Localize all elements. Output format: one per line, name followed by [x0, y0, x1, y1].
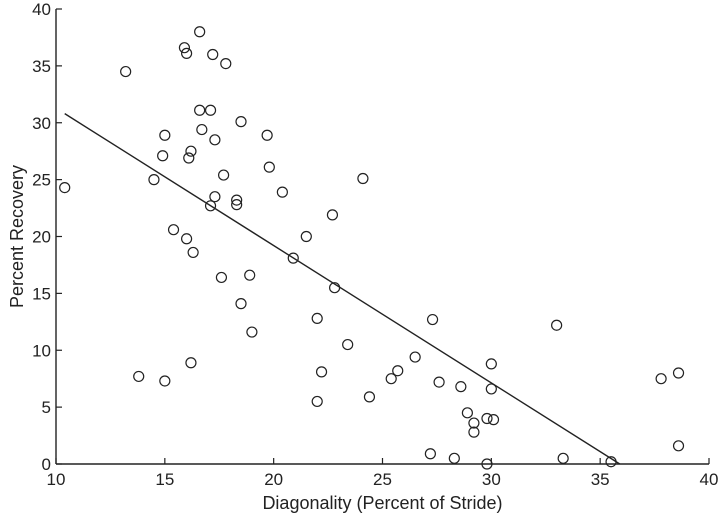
trendline [64, 113, 621, 465]
data-point [315, 366, 328, 378]
y-tick-label: 40 [32, 0, 51, 19]
data-point [551, 319, 563, 331]
data-point [433, 376, 445, 388]
data-point [235, 116, 247, 128]
data-point [148, 174, 160, 186]
data-point [287, 252, 299, 264]
data-point [185, 145, 197, 157]
data-point [263, 161, 275, 173]
data-point [461, 407, 473, 419]
data-point [487, 414, 500, 426]
data-point [220, 57, 232, 70]
data-point [455, 381, 467, 393]
y-axis-title: Percent Recovery [7, 165, 27, 308]
data-point [215, 271, 228, 284]
data-point [485, 358, 497, 370]
data-point [181, 47, 193, 59]
data-point [159, 129, 171, 141]
data-point [605, 456, 617, 468]
x-axis-title: Diagonality (Percent of Stride) [262, 493, 502, 513]
data-point [244, 269, 256, 281]
y-axis-ticks: 0 5 10 15 20 25 30 35 40 [32, 0, 62, 474]
data-point [231, 199, 243, 211]
data-point [59, 181, 71, 194]
data-point [311, 312, 323, 324]
data-point [196, 123, 208, 136]
data-point [300, 230, 312, 243]
data-point [481, 412, 493, 425]
data-point [194, 26, 206, 38]
data-point [194, 104, 206, 116]
data-point [159, 375, 171, 387]
y-tick-label: 25 [32, 171, 51, 190]
data-point [342, 338, 354, 351]
y-tick-label: 30 [32, 114, 51, 133]
data-point [424, 448, 436, 460]
y-tick-label: 35 [32, 57, 51, 76]
data-point [311, 395, 323, 408]
data-point [133, 370, 145, 383]
data-point [672, 440, 685, 452]
data-point [181, 233, 193, 245]
x-tick-label: 15 [155, 470, 174, 489]
data-point [178, 42, 191, 54]
data-point [468, 417, 480, 429]
data-point [481, 458, 493, 470]
x-tick-label: 25 [373, 470, 392, 489]
data-point [235, 298, 247, 310]
data-point [392, 365, 404, 377]
x-tick-label: 20 [264, 470, 283, 489]
x-tick-label: 30 [482, 470, 501, 489]
data-point [218, 169, 230, 181]
data-point [120, 65, 132, 78]
data-point [672, 367, 685, 379]
x-tick-label: 35 [591, 470, 610, 489]
data-points [59, 26, 685, 470]
data-point [207, 48, 219, 61]
data-point [448, 452, 460, 464]
data-point [231, 194, 243, 206]
data-point [276, 186, 288, 198]
data-point [655, 373, 667, 385]
data-point [183, 152, 195, 164]
data-point [246, 326, 258, 338]
y-tick-label: 5 [42, 398, 51, 417]
data-point [468, 426, 480, 438]
y-tick-label: 0 [42, 455, 51, 474]
x-axis-ticks: 10 15 20 25 30 35 40 [47, 458, 719, 489]
data-point [204, 200, 217, 212]
trendline-group [64, 113, 621, 465]
data-point [209, 134, 221, 146]
plot-area [55, 9, 709, 465]
data-point [209, 191, 221, 203]
data-point [326, 209, 339, 221]
data-point [157, 150, 169, 162]
data-point [485, 383, 497, 395]
data-point [557, 452, 569, 464]
data-point [385, 373, 397, 385]
data-point [357, 172, 369, 185]
x-tick-label: 10 [47, 470, 66, 489]
data-point [185, 357, 197, 369]
data-point [187, 246, 199, 259]
data-point [167, 224, 180, 236]
y-tick-label: 20 [32, 228, 51, 247]
data-point [409, 351, 421, 363]
data-point [329, 282, 341, 294]
data-point [204, 104, 217, 116]
data-point [261, 129, 273, 141]
data-point [363, 391, 376, 403]
y-tick-label: 10 [32, 341, 51, 360]
y-tick-label: 15 [32, 284, 51, 303]
data-point [426, 313, 439, 326]
x-tick-label: 40 [700, 470, 719, 489]
